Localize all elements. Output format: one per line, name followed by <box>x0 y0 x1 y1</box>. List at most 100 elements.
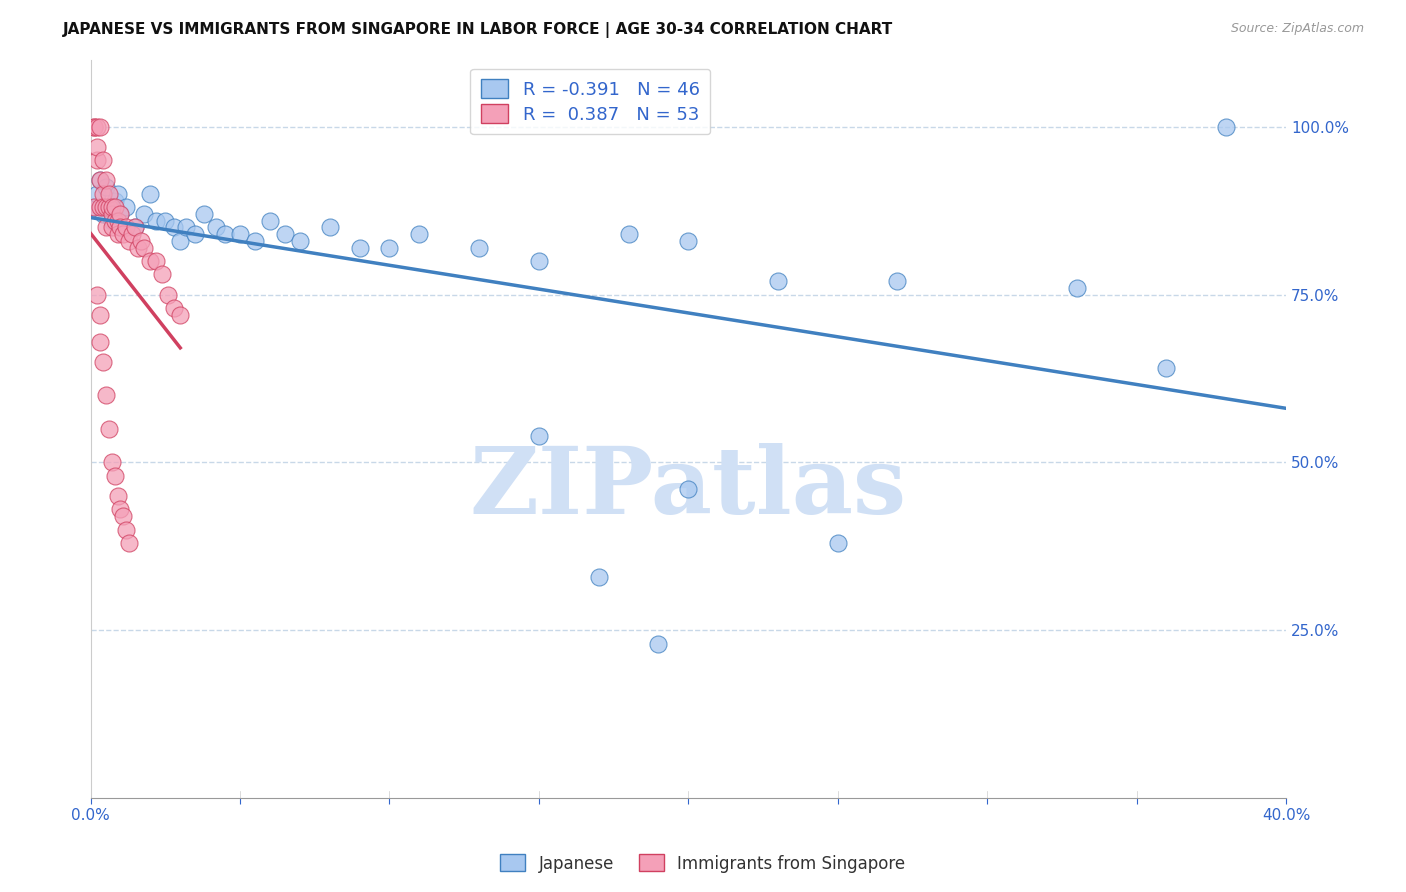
Point <box>107 186 129 201</box>
Point <box>145 254 167 268</box>
Point <box>107 489 129 503</box>
Point <box>288 234 311 248</box>
Point <box>118 234 141 248</box>
Point <box>97 422 120 436</box>
Point <box>155 213 177 227</box>
Point <box>134 241 156 255</box>
Point <box>83 120 105 134</box>
Point <box>103 213 125 227</box>
Point <box>110 502 132 516</box>
Point <box>243 234 266 248</box>
Point <box>103 194 125 208</box>
Point <box>259 213 281 227</box>
Point <box>1215 120 1237 134</box>
Point <box>886 274 908 288</box>
Point <box>115 220 138 235</box>
Point <box>1156 361 1178 376</box>
Point <box>349 241 371 255</box>
Point <box>378 241 401 255</box>
Point <box>184 227 207 241</box>
Point <box>83 200 105 214</box>
Point <box>588 569 610 583</box>
Point <box>163 220 186 235</box>
Point <box>274 227 297 241</box>
Text: JAPANESE VS IMMIGRANTS FROM SINGAPORE IN LABOR FORCE | AGE 30-34 CORRELATION CHA: JAPANESE VS IMMIGRANTS FROM SINGAPORE IN… <box>63 22 894 38</box>
Point <box>169 234 191 248</box>
Text: ZIPatlas: ZIPatlas <box>470 443 907 533</box>
Point <box>89 120 111 134</box>
Point <box>91 186 114 201</box>
Point <box>86 140 108 154</box>
Point <box>121 227 143 241</box>
Point <box>678 234 700 248</box>
Point <box>145 213 167 227</box>
Point <box>89 334 111 349</box>
Point <box>89 308 111 322</box>
Point <box>205 220 228 235</box>
Legend: Japanese, Immigrants from Singapore: Japanese, Immigrants from Singapore <box>494 847 912 880</box>
Point <box>91 200 114 214</box>
Point <box>115 523 138 537</box>
Point <box>97 186 120 201</box>
Point <box>100 220 122 235</box>
Point <box>169 308 191 322</box>
Point <box>94 173 117 187</box>
Point <box>100 207 122 221</box>
Point <box>91 207 114 221</box>
Point <box>107 213 129 227</box>
Point <box>174 220 197 235</box>
Point <box>97 200 120 214</box>
Point <box>468 241 491 255</box>
Point <box>124 220 146 235</box>
Point <box>100 455 122 469</box>
Point <box>89 173 111 187</box>
Point <box>86 153 108 168</box>
Point <box>100 213 122 227</box>
Point <box>139 186 162 201</box>
Point <box>678 482 700 496</box>
Point <box>131 234 153 248</box>
Point <box>163 301 186 315</box>
Point <box>103 468 125 483</box>
Legend: R = -0.391   N = 46, R =  0.387   N = 53: R = -0.391 N = 46, R = 0.387 N = 53 <box>470 69 710 135</box>
Point <box>827 536 849 550</box>
Point <box>115 200 138 214</box>
Point <box>527 254 550 268</box>
Point <box>318 220 340 235</box>
Text: Source: ZipAtlas.com: Source: ZipAtlas.com <box>1230 22 1364 36</box>
Point <box>107 227 129 241</box>
Point <box>647 637 669 651</box>
Point <box>97 200 120 214</box>
Point <box>86 120 108 134</box>
Point <box>110 207 132 221</box>
Point <box>617 227 640 241</box>
Point <box>527 428 550 442</box>
Point <box>118 536 141 550</box>
Point <box>214 227 236 241</box>
Point <box>134 207 156 221</box>
Point <box>112 509 135 524</box>
Point <box>110 207 132 221</box>
Point <box>89 173 111 187</box>
Point <box>86 186 108 201</box>
Point <box>83 200 105 214</box>
Point <box>94 180 117 194</box>
Point <box>124 220 146 235</box>
Point <box>94 200 117 214</box>
Point <box>94 388 117 402</box>
Point <box>100 200 122 214</box>
Point <box>139 254 162 268</box>
Point <box>193 207 215 221</box>
Point <box>766 274 789 288</box>
Point <box>408 227 430 241</box>
Point <box>157 287 180 301</box>
Point <box>127 241 149 255</box>
Point <box>229 227 252 241</box>
Point <box>1066 281 1088 295</box>
Point <box>103 200 125 214</box>
Point <box>89 200 111 214</box>
Point <box>83 120 105 134</box>
Point <box>150 268 173 282</box>
Point <box>91 354 114 368</box>
Point <box>94 220 117 235</box>
